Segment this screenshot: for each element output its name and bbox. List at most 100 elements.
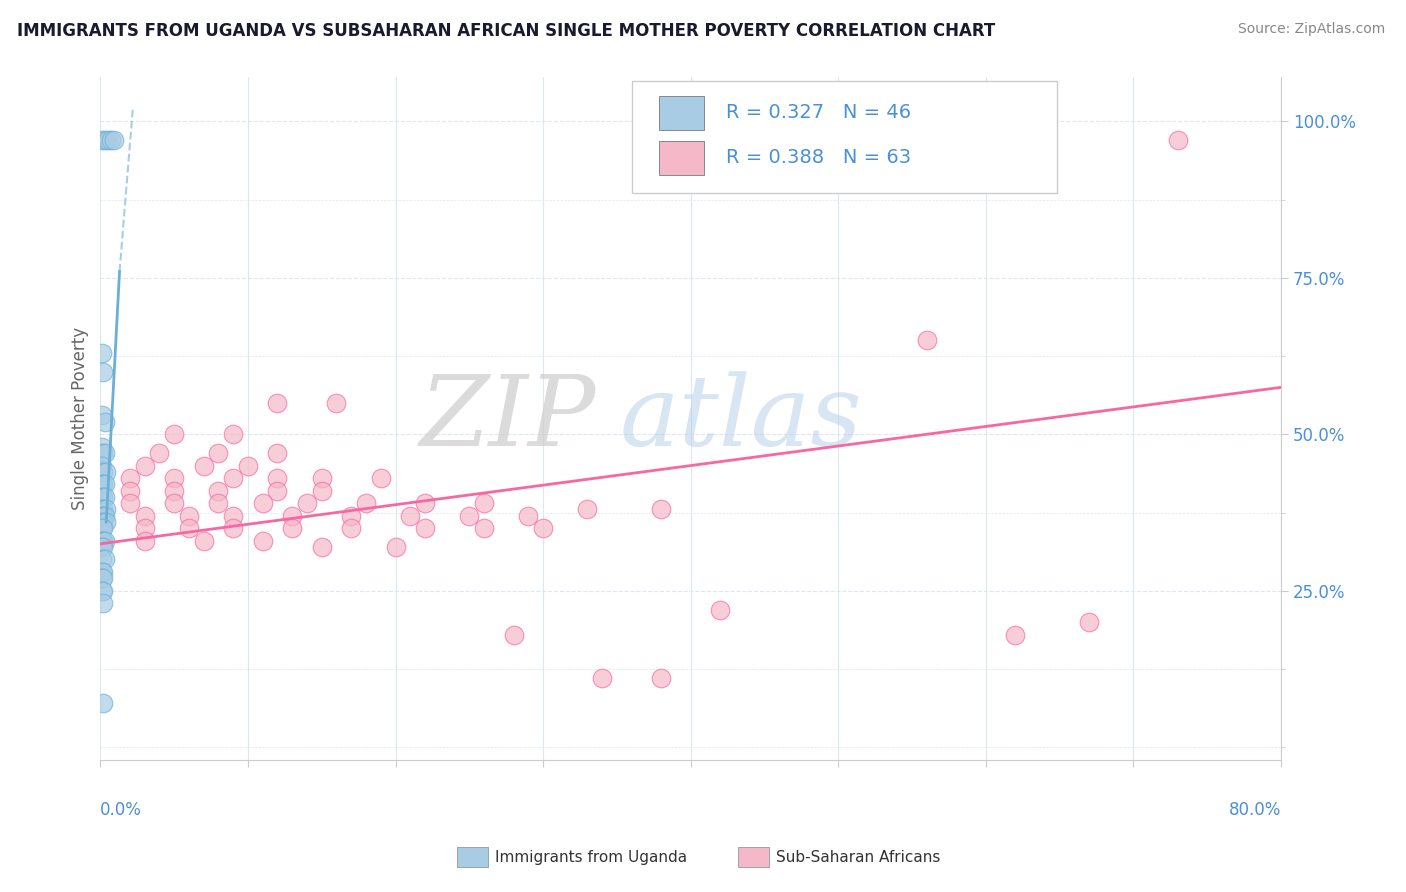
Point (340, 521, 363, 535)
Point (370, 471, 392, 485)
Point (91, 596, 114, 610)
Point (94, 415, 117, 429)
Point (325, 396, 347, 410)
Point (236, 458, 259, 473)
Point (384, 540, 406, 554)
Point (90, 458, 112, 473)
Point (90, 571, 112, 585)
Point (1358, 133, 1381, 147)
Point (91, 465, 114, 479)
Point (118, 471, 141, 485)
Text: Source: ZipAtlas.com: Source: ZipAtlas.com (1237, 22, 1385, 37)
Point (94, 490, 117, 504)
Point (576, 502, 599, 516)
Y-axis label: Single Mother Poverty: Single Mother Poverty (72, 327, 89, 510)
Bar (659, 95, 703, 130)
Point (163, 483, 186, 498)
Point (354, 496, 377, 510)
Point (709, 602, 731, 616)
Point (91, 446, 114, 460)
Point (915, 334, 938, 348)
Point (458, 508, 481, 523)
Point (90, 565, 112, 579)
Point (222, 471, 245, 485)
Point (94, 477, 117, 491)
Point (1167, 133, 1189, 147)
Text: ZIP: ZIP (420, 371, 596, 467)
Point (96, 515, 118, 529)
Point (94, 533, 117, 548)
Text: 0.0%: 0.0% (100, 801, 142, 819)
Point (266, 483, 288, 498)
Point (148, 446, 170, 460)
Point (90, 515, 112, 529)
Point (90, 502, 112, 516)
Point (472, 521, 495, 535)
Point (91, 521, 114, 535)
Point (163, 496, 186, 510)
Point (97, 133, 120, 147)
Point (177, 521, 200, 535)
Point (90, 540, 112, 554)
Point (650, 672, 672, 686)
FancyBboxPatch shape (631, 81, 1057, 194)
Text: Immigrants from Uganda: Immigrants from Uganda (495, 850, 688, 864)
Point (252, 496, 274, 510)
Point (222, 508, 245, 523)
Point (90, 508, 112, 523)
Point (311, 483, 333, 498)
Point (91, 533, 114, 548)
Point (94, 552, 117, 566)
Point (100, 133, 122, 147)
Point (94, 508, 117, 523)
Point (91, 508, 114, 523)
Point (177, 508, 200, 523)
Point (222, 427, 245, 442)
Point (207, 483, 229, 498)
Point (90, 490, 112, 504)
Point (103, 133, 125, 147)
Point (193, 458, 215, 473)
Point (517, 508, 540, 523)
Point (281, 521, 304, 535)
Point (91, 571, 114, 585)
Point (281, 508, 304, 523)
Text: 80.0%: 80.0% (1229, 801, 1281, 819)
Point (266, 446, 288, 460)
Point (91, 365, 114, 379)
Point (531, 521, 554, 535)
Point (118, 496, 141, 510)
Point (266, 396, 288, 410)
Point (650, 502, 672, 516)
Point (193, 533, 215, 548)
Point (207, 496, 229, 510)
Point (90, 583, 112, 598)
Point (266, 471, 288, 485)
Point (90, 133, 112, 147)
Point (96, 502, 118, 516)
Point (94, 446, 117, 460)
Point (295, 496, 318, 510)
Point (90, 521, 112, 535)
Point (1004, 627, 1026, 641)
Point (91, 477, 114, 491)
Point (163, 471, 186, 485)
Text: IMMIGRANTS FROM UGANDA VS SUBSAHARAN AFRICAN SINGLE MOTHER POVERTY CORRELATION C: IMMIGRANTS FROM UGANDA VS SUBSAHARAN AFR… (17, 22, 995, 40)
Point (134, 521, 156, 535)
Point (91, 697, 114, 711)
Point (91, 502, 114, 516)
Point (91, 540, 114, 554)
Text: R = 0.388   N = 63: R = 0.388 N = 63 (725, 148, 911, 168)
Point (91, 490, 114, 504)
Point (90, 440, 112, 454)
Point (90, 477, 112, 491)
Point (163, 427, 186, 442)
Point (134, 533, 156, 548)
Point (502, 627, 524, 641)
Point (94, 133, 117, 147)
Point (90, 346, 112, 360)
Point (134, 458, 156, 473)
Point (472, 496, 495, 510)
Point (591, 672, 613, 686)
Point (1078, 615, 1101, 629)
